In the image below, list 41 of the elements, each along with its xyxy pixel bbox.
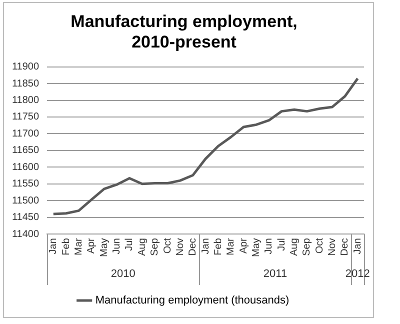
x-tick-label: Apr — [238, 237, 250, 254]
x-tick-label: Sep — [150, 238, 161, 256]
x-tick-label: Jan — [48, 238, 60, 254]
x-tick-label: Jan — [352, 238, 364, 254]
x-tick-label: Aug — [289, 238, 300, 256]
x-tick-label: Jul — [124, 238, 136, 251]
y-tick-label: 11900 — [12, 62, 40, 73]
y-tick-label: 11450 — [12, 212, 40, 224]
text: 2010 — [110, 268, 136, 280]
x-tick-label: Feb — [60, 238, 72, 256]
y-tick-label: 11650 — [12, 145, 40, 156]
x-tick-label: Nov — [327, 238, 338, 256]
x-tick-label: May — [98, 238, 110, 258]
x-tick-label: Mar — [74, 237, 85, 256]
y-tick-label: 11600 — [12, 162, 40, 173]
x-tick-label: Dec — [188, 238, 199, 256]
y-tick-label: 11750 — [12, 112, 40, 123]
x-tick-label: Aug — [136, 238, 148, 256]
x-tick-label: Jul — [276, 238, 288, 251]
x-tick-label: Jun — [264, 238, 275, 254]
legend-label: Manufacturing employment (thousands) — [95, 294, 290, 307]
x-tick-label: Nov — [174, 238, 186, 256]
y-tick-label: 11850 — [12, 78, 40, 90]
y-tick-label: 11400 — [12, 228, 40, 240]
x-tick-label: Apr — [86, 237, 98, 254]
x-tick-label: May — [250, 238, 262, 258]
y-tick-label: 11700 — [12, 128, 40, 140]
x-tick-label: Oct — [314, 238, 326, 254]
y-tick-label: 11550 — [12, 178, 40, 190]
x-tick-label: Dec — [340, 238, 351, 256]
y-tick-label: 11800 — [12, 95, 40, 106]
text: 2012 — [345, 268, 370, 280]
x-tick-label: Feb — [212, 238, 224, 256]
x-tick-label: Mar — [226, 237, 237, 256]
text: 2011 — [263, 268, 288, 280]
x-tick-label: Oct — [162, 238, 174, 254]
y-tick-label: 11500 — [12, 195, 40, 206]
x-tick-label: Jan — [200, 238, 212, 254]
x-tick-label: Jun — [112, 238, 123, 254]
chart-title: Manufacturing employment, 2010-present — [70, 12, 298, 52]
x-tick-label: Sep — [302, 238, 313, 256]
